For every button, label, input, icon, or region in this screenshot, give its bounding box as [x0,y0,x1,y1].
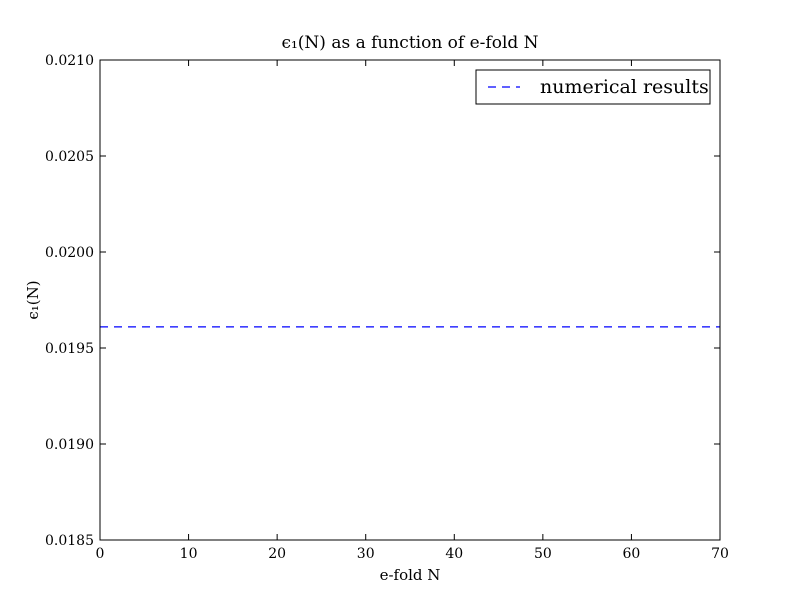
legend-label-numerical-results: numerical results [540,76,709,98]
x-tick-label: 50 [534,546,552,562]
plot-frame [99,59,721,541]
chart-title: ϵ₁(N) as a function of e-fold N [281,33,538,53]
x-tick-label: 20 [268,546,286,562]
y-tick-label: 0.0210 [45,53,94,69]
y-tick-label: 0.0195 [45,341,94,357]
legend: numerical results [475,69,711,105]
x-tick-label: 0 [96,546,105,562]
x-tick-label: 60 [623,546,641,562]
y-tick-label: 0.0205 [45,149,94,165]
x-tick-label: 70 [711,546,729,562]
y-tick-label: 0.0185 [45,533,94,549]
legend-box [475,69,711,105]
y-tick-label: 0.0200 [45,245,94,261]
y-tick-label: 0.0190 [45,437,94,453]
x-axis-title: e-fold N [380,566,441,584]
x-tick-label: 30 [357,546,375,562]
x-tick-label: 40 [445,546,463,562]
y-axis-title: ϵ₁(N) [24,280,42,319]
x-tick-label: 10 [180,546,198,562]
tick-layer: 0 10 20 30 40 50 60 70 0.0185 0.0190 0.0195 0.0200 0… [45,53,729,562]
